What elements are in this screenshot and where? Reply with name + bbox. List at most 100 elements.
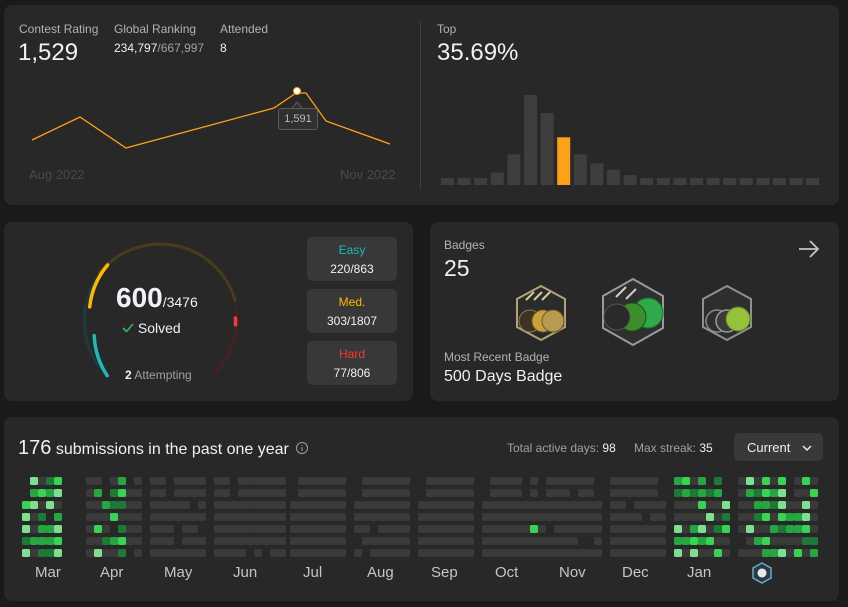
heatmap-cell[interactable] — [322, 537, 330, 545]
heatmap-cell[interactable] — [794, 549, 802, 557]
heatmap-cell[interactable] — [786, 525, 794, 533]
heatmap-cell[interactable] — [578, 513, 586, 521]
heatmap-cell[interactable] — [190, 525, 198, 533]
heatmap-cell[interactable] — [458, 549, 466, 557]
heatmap-cell[interactable] — [46, 549, 54, 557]
heatmap-cell[interactable] — [198, 537, 206, 545]
heatmap-cell[interactable] — [278, 537, 286, 545]
heatmap-cell[interactable] — [538, 537, 546, 545]
heatmap-cell[interactable] — [490, 513, 498, 521]
heatmap-cell[interactable] — [254, 549, 262, 557]
heatmap-cell[interactable] — [466, 537, 474, 545]
heatmap-cell[interactable] — [306, 501, 314, 509]
heatmap-cell[interactable] — [158, 477, 166, 485]
hexagon-badge-icon[interactable] — [751, 561, 773, 585]
heatmap-cell[interactable] — [46, 489, 54, 497]
heatmap-cell[interactable] — [298, 525, 306, 533]
heatmap-cell[interactable] — [714, 489, 722, 497]
heatmap-cell[interactable] — [278, 501, 286, 509]
heatmap-cell[interactable] — [54, 477, 62, 485]
heatmap-cell[interactable] — [402, 525, 410, 533]
heatmap-cell[interactable] — [134, 513, 142, 521]
heatmap-cell[interactable] — [706, 549, 714, 557]
heatmap-cell[interactable] — [594, 525, 602, 533]
heatmap-cell[interactable] — [402, 549, 410, 557]
heatmap-cell[interactable] — [46, 537, 54, 545]
heatmap-cell[interactable] — [402, 513, 410, 521]
rating-line-chart[interactable] — [4, 5, 420, 205]
heatmap-cell[interactable] — [722, 537, 730, 545]
heatmap-cell[interactable] — [198, 489, 206, 497]
heatmap-cell[interactable] — [418, 501, 426, 509]
heatmap-cell[interactable] — [434, 537, 442, 545]
heatmap-cell[interactable] — [490, 525, 498, 533]
heatmap-cell[interactable] — [434, 477, 442, 485]
heatmap-cell[interactable] — [270, 477, 278, 485]
heatmap-cell[interactable] — [482, 537, 490, 545]
heatmap-cell[interactable] — [746, 477, 754, 485]
heatmap-cell[interactable] — [222, 489, 230, 497]
heatmap-cell[interactable] — [658, 549, 666, 557]
heatmap-cell[interactable] — [538, 501, 546, 509]
heatmap-cell[interactable] — [802, 489, 810, 497]
heatmap-cell[interactable] — [214, 549, 222, 557]
heatmap-cell[interactable] — [562, 513, 570, 521]
heatmap-cell[interactable] — [290, 513, 298, 521]
heatmap-cell[interactable] — [402, 477, 410, 485]
heatmap-cell[interactable] — [458, 537, 466, 545]
heatmap-cell[interactable] — [802, 525, 810, 533]
heatmap-cell[interactable] — [482, 513, 490, 521]
heatmap-cell[interactable] — [102, 549, 110, 557]
heatmap-cell[interactable] — [442, 489, 450, 497]
heatmap-cell[interactable] — [238, 525, 246, 533]
heatmap-cell[interactable] — [746, 501, 754, 509]
heatmap-cell[interactable] — [530, 489, 538, 497]
heatmap-cell[interactable] — [458, 477, 466, 485]
difficulty-medium[interactable]: Med. 303/1807 — [307, 289, 397, 333]
heatmap-cell[interactable] — [714, 513, 722, 521]
heatmap-cell[interactable] — [738, 549, 746, 557]
heatmap-cell[interactable] — [290, 537, 298, 545]
heatmap-cell[interactable] — [586, 489, 594, 497]
heatmap-cell[interactable] — [570, 477, 578, 485]
heatmap-cell[interactable] — [738, 489, 746, 497]
heatmap-cell[interactable] — [426, 525, 434, 533]
heatmap-cell[interactable] — [166, 513, 174, 521]
heatmap-cell[interactable] — [370, 513, 378, 521]
heatmap-cell[interactable] — [94, 477, 102, 485]
heatmap-cell[interactable] — [262, 525, 270, 533]
heatmap-cell[interactable] — [330, 513, 338, 521]
period-select[interactable]: Current — [734, 433, 823, 461]
heatmap-cell[interactable] — [754, 501, 762, 509]
heatmap-cell[interactable] — [554, 549, 562, 557]
heatmap-cell[interactable] — [110, 489, 118, 497]
heatmap-cell[interactable] — [698, 525, 706, 533]
heatmap-cell[interactable] — [246, 501, 254, 509]
heatmap-cell[interactable] — [110, 501, 118, 509]
heatmap-cell[interactable] — [506, 537, 514, 545]
heatmap-cell[interactable] — [306, 513, 314, 521]
heatmap-cell[interactable] — [418, 549, 426, 557]
heatmap-cell[interactable] — [554, 501, 562, 509]
heatmap-cell[interactable] — [46, 525, 54, 533]
heatmap-cell[interactable] — [458, 501, 466, 509]
heatmap-cell[interactable] — [338, 513, 346, 521]
heatmap-cell[interactable] — [570, 525, 578, 533]
heatmap-cell[interactable] — [746, 489, 754, 497]
heatmap-cell[interactable] — [674, 477, 682, 485]
heatmap-cell[interactable] — [362, 489, 370, 497]
heatmap-cell[interactable] — [38, 537, 46, 545]
heatmap-cell[interactable] — [698, 549, 706, 557]
heatmap-cell[interactable] — [650, 501, 658, 509]
heatmap-cell[interactable] — [810, 525, 818, 533]
heatmap-cell[interactable] — [46, 477, 54, 485]
heatmap-cell[interactable] — [722, 525, 730, 533]
heatmap-cell[interactable] — [778, 549, 786, 557]
heatmap-cell[interactable] — [394, 489, 402, 497]
heatmap-cell[interactable] — [150, 549, 158, 557]
heatmap-cell[interactable] — [94, 501, 102, 509]
heatmap-cell[interactable] — [322, 513, 330, 521]
heatmap-cell[interactable] — [794, 501, 802, 509]
heatmap-cell[interactable] — [118, 489, 126, 497]
badge-icon-1[interactable] — [514, 284, 568, 342]
